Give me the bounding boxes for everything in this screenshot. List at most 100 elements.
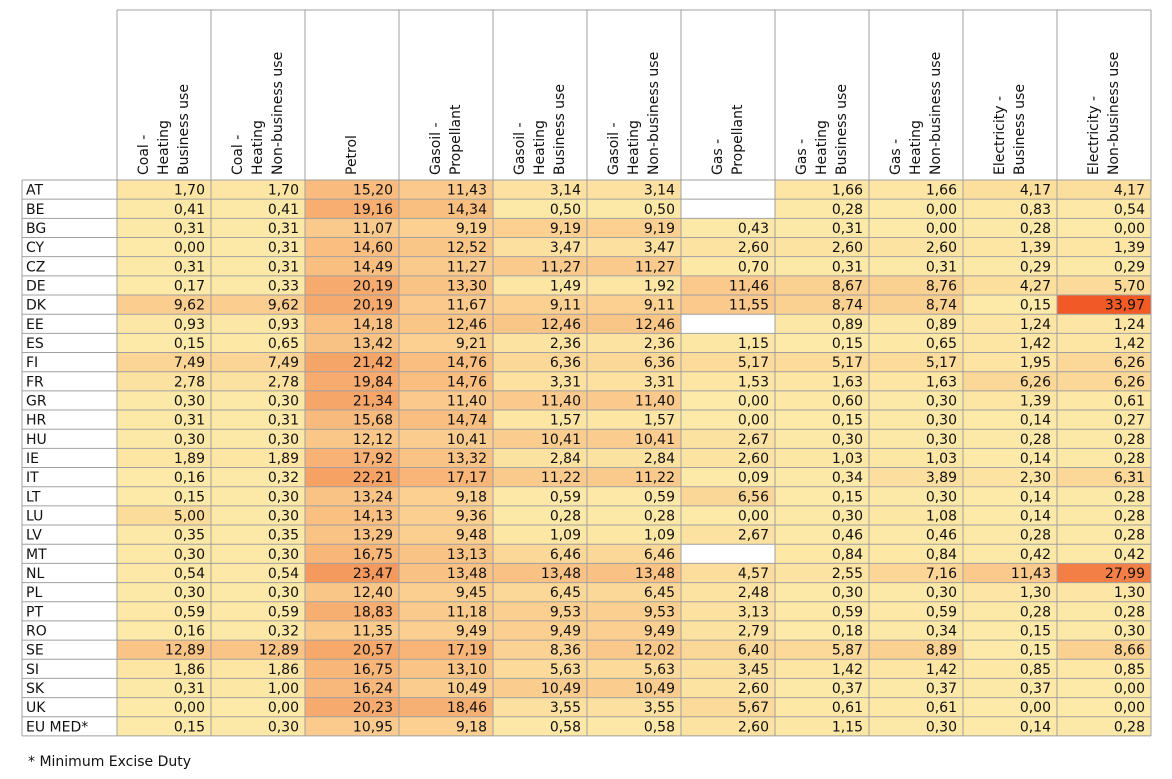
- cell-value: 0,85: [1114, 662, 1145, 678]
- cell-value: 11,27: [635, 259, 675, 275]
- cell: [1057, 371, 1151, 391]
- cell: [1057, 486, 1151, 506]
- cell: [493, 486, 587, 506]
- cell: [117, 678, 211, 698]
- cell-value: 13,48: [541, 566, 581, 582]
- cell-value: 0,16: [174, 470, 205, 486]
- cell: [117, 314, 211, 334]
- column-header: Heating: [626, 120, 642, 175]
- cell-value: 9,36: [456, 508, 487, 524]
- cell: [681, 218, 775, 238]
- cell: [1057, 505, 1151, 526]
- cell-value: 6,36: [644, 355, 675, 371]
- cell: [211, 659, 305, 679]
- cell-value: 12,89: [165, 643, 205, 659]
- cell-value: 3,55: [644, 700, 675, 716]
- cell: [1057, 410, 1151, 430]
- cell-value: 13,13: [447, 547, 487, 563]
- cell-value: 6,40: [738, 643, 769, 659]
- cell-value: 1,00: [268, 681, 299, 697]
- cell: [963, 582, 1057, 602]
- cell: [399, 390, 493, 411]
- cell: [211, 467, 305, 487]
- cell: [211, 505, 305, 526]
- cell-value: 9,49: [644, 623, 675, 639]
- cell-value: 0,31: [268, 259, 299, 275]
- cell-value: 0,30: [1114, 623, 1145, 639]
- cell-value: 1,66: [832, 183, 863, 199]
- cell-value: 1,63: [832, 374, 863, 390]
- cell-value: 9,62: [174, 298, 205, 314]
- cell-value: 0,59: [926, 604, 957, 620]
- cell-value: 6,56: [738, 489, 769, 505]
- cell-value: 1,39: [1020, 240, 1051, 256]
- cell-value: 27,99: [1105, 566, 1145, 582]
- column-header: Gas -: [710, 139, 726, 175]
- cell-value: 0,28: [644, 508, 675, 524]
- cell: [587, 333, 681, 353]
- cell: [399, 448, 493, 468]
- cell-value: 0,31: [174, 681, 205, 697]
- cell-value: 0,60: [832, 393, 863, 409]
- cell: [117, 544, 211, 564]
- column-header: Petrol: [344, 135, 360, 175]
- cell-value: 12,02: [635, 643, 675, 659]
- cell-value: 2,60: [738, 240, 769, 256]
- cell: [1057, 544, 1151, 564]
- cell: [869, 371, 963, 391]
- cell: [681, 237, 775, 257]
- cell-value: 0,28: [550, 508, 581, 524]
- cell: [211, 180, 305, 200]
- cell: [305, 180, 399, 200]
- cell-value: 20,23: [353, 700, 393, 716]
- cell-value: 9,18: [456, 719, 487, 735]
- cell-value: 9,48: [456, 528, 487, 544]
- cell: [775, 678, 869, 698]
- cell-value: 1,39: [1020, 393, 1051, 409]
- cell-value: 12,52: [447, 240, 487, 256]
- cell: [211, 716, 305, 736]
- cell: [681, 256, 775, 276]
- cell: [117, 371, 211, 391]
- cell: [211, 563, 305, 583]
- cell: [493, 314, 587, 334]
- cell: [305, 218, 399, 238]
- cell-value: 1,42: [1114, 336, 1145, 352]
- cell: [869, 716, 963, 736]
- row-label: LV: [26, 528, 42, 544]
- cell: [399, 678, 493, 698]
- cell-value: 16,24: [353, 681, 393, 697]
- cell: [399, 180, 493, 200]
- cell: [493, 429, 587, 449]
- cell: [211, 544, 305, 564]
- cell: [775, 467, 869, 487]
- cell: [399, 218, 493, 238]
- cell-value: 1,66: [926, 183, 957, 199]
- row-label: ES: [26, 336, 44, 352]
- cell-value: 14,60: [353, 240, 393, 256]
- cell-value: 10,49: [541, 681, 581, 697]
- cell-value: 13,42: [353, 336, 393, 352]
- cell: [211, 275, 305, 296]
- cell-value: 3,47: [550, 240, 581, 256]
- cell: [963, 275, 1057, 296]
- cell: [211, 582, 305, 602]
- cell-value: 6,31: [1114, 470, 1145, 486]
- column-header: Heating: [156, 120, 172, 175]
- cell-value: 3,55: [550, 700, 581, 716]
- cell: [211, 410, 305, 430]
- cell: [399, 486, 493, 506]
- column-header: Electricity -: [1086, 96, 1102, 175]
- cell-value: 1,39: [1114, 240, 1145, 256]
- cell-value: 6,46: [644, 547, 675, 563]
- footnote: * Minimum Excise Duty: [28, 754, 191, 770]
- cell: [493, 544, 587, 564]
- cell-value: 5,70: [1114, 278, 1145, 294]
- cell: [493, 295, 587, 315]
- cell: [681, 467, 775, 487]
- cell-value: 0,31: [832, 259, 863, 275]
- cell: [305, 275, 399, 296]
- cell: [399, 256, 493, 276]
- cell: [399, 582, 493, 602]
- cell-value: 15,20: [353, 183, 393, 199]
